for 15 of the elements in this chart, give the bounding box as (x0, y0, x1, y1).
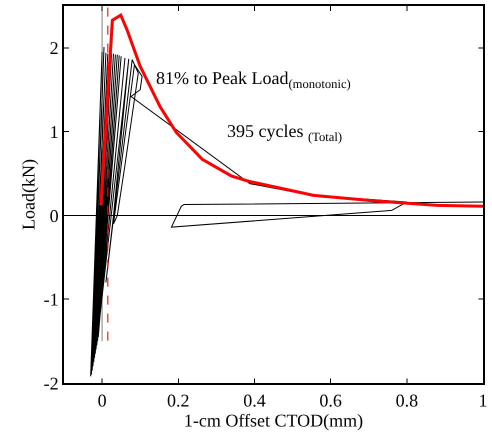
y-tick-label: -2 (44, 373, 59, 394)
y-tick-label: 0 (50, 206, 59, 226)
x-tick-label: 1 (478, 390, 488, 410)
x-tick-label: 0.4 (243, 390, 266, 410)
y-tick-label: -1 (44, 290, 59, 310)
x-tick-label: 0.2 (167, 390, 190, 410)
y-axis-title: Load(kN) (18, 159, 38, 230)
x-tick-label: 0.6 (319, 390, 342, 410)
y-tick-label: 2 (50, 38, 59, 58)
annotation: 81% to Peak Load$_{(monotonic)}$ (156, 68, 351, 91)
x-axis-title: 1-cm Offset CTOD(mm) (184, 410, 364, 430)
x-tick-label: 0.8 (396, 390, 418, 410)
x-tick-label: 0 (98, 390, 107, 410)
y-tick-label: 1 (50, 122, 59, 142)
annotation: 395 cycles $_{(Total)}$ (227, 121, 342, 144)
